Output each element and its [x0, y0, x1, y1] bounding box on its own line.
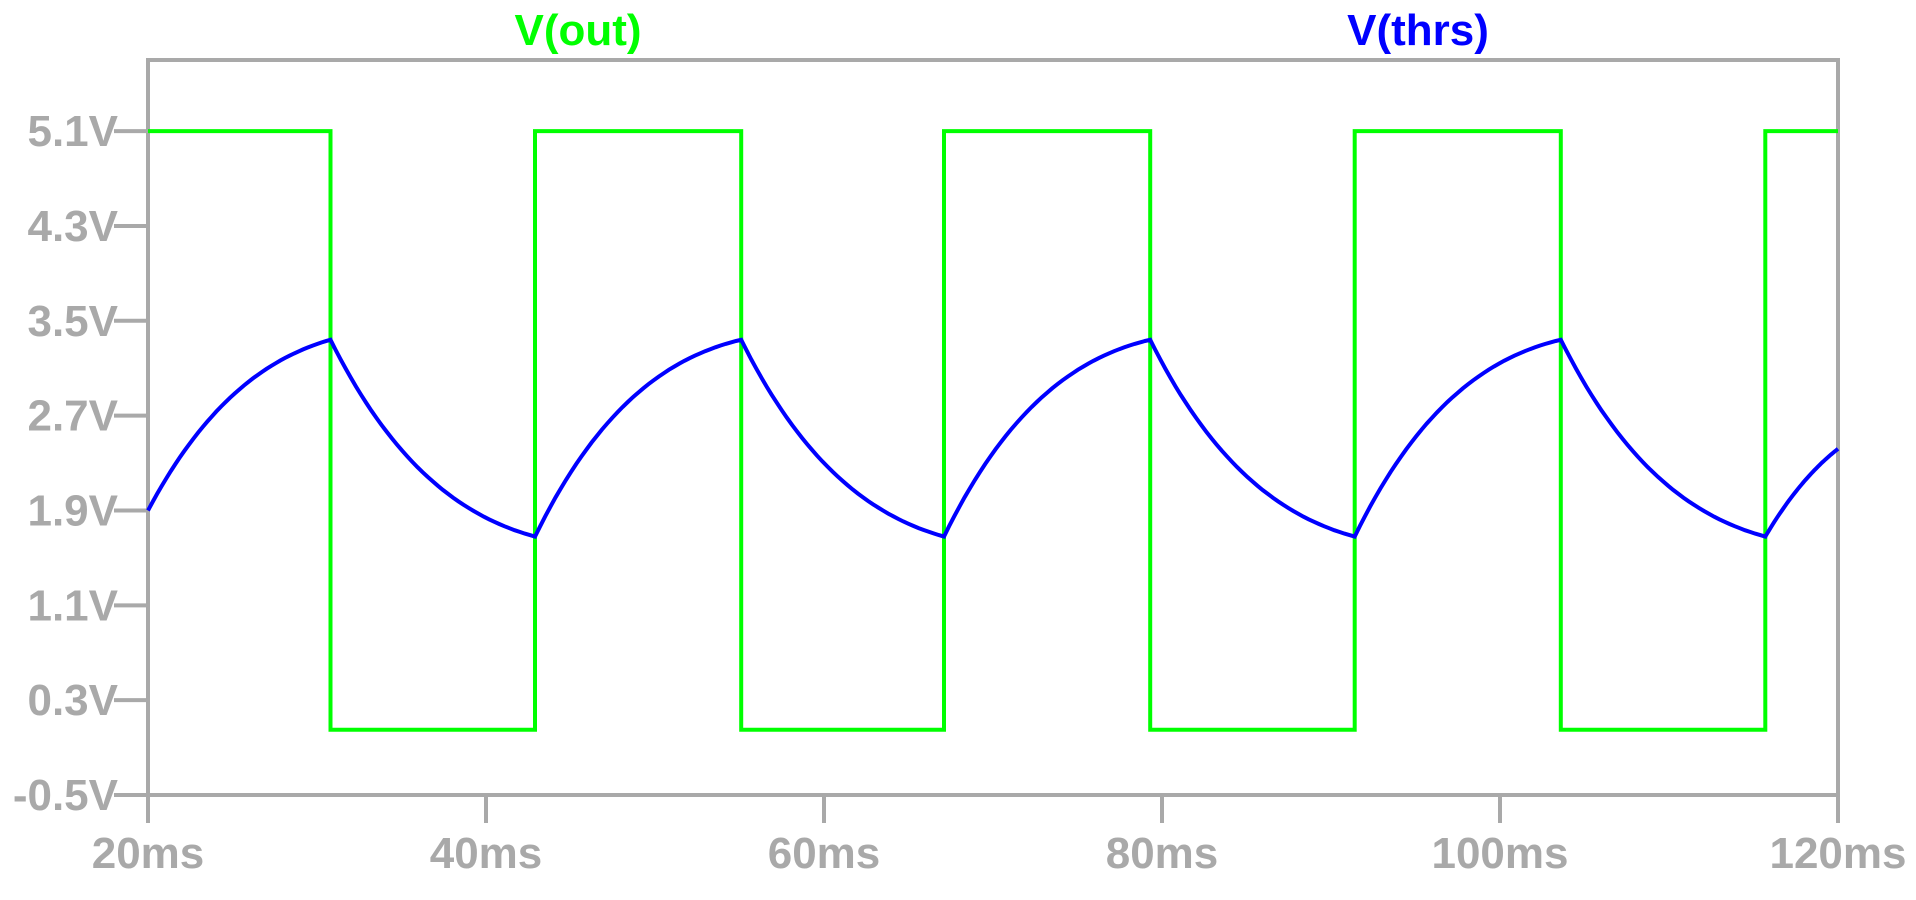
- legend-entry: V(thrs): [1347, 6, 1489, 55]
- x-axis: 20ms 40ms 60ms 80ms 100ms 120ms: [92, 795, 1907, 878]
- y-axis: 5.1V 4.3V 3.5V 2.7V 1.9V 1.1V 0.3V -0.5V: [13, 107, 148, 820]
- legend: V(out) V(thrs): [514, 6, 1488, 55]
- x-tick-label: 80ms: [1106, 829, 1219, 878]
- y-tick-label: 5.1V: [27, 107, 118, 156]
- legend-entry: V(out): [514, 6, 641, 55]
- x-tick-label: 40ms: [430, 829, 543, 878]
- series-line-vthrs: [146, 337, 1840, 539]
- x-tick-label: 60ms: [768, 829, 881, 878]
- y-tick-label: 3.5V: [27, 297, 118, 346]
- x-tick-label: 20ms: [92, 829, 205, 878]
- x-tick-label: 120ms: [1769, 829, 1906, 878]
- y-tick-label: 1.1V: [27, 581, 118, 630]
- plot-area-frame: [146, 58, 1840, 797]
- x-tick-label: 100ms: [1431, 829, 1568, 878]
- series-line-vout: [148, 129, 1838, 732]
- y-tick-label: -0.5V: [13, 771, 119, 820]
- y-tick-label: 0.3V: [27, 676, 118, 725]
- y-tick-label: 4.3V: [27, 202, 118, 251]
- series-layer: [146, 129, 1840, 732]
- y-tick-label: 2.7V: [27, 392, 118, 441]
- y-tick-label: 1.9V: [27, 486, 118, 535]
